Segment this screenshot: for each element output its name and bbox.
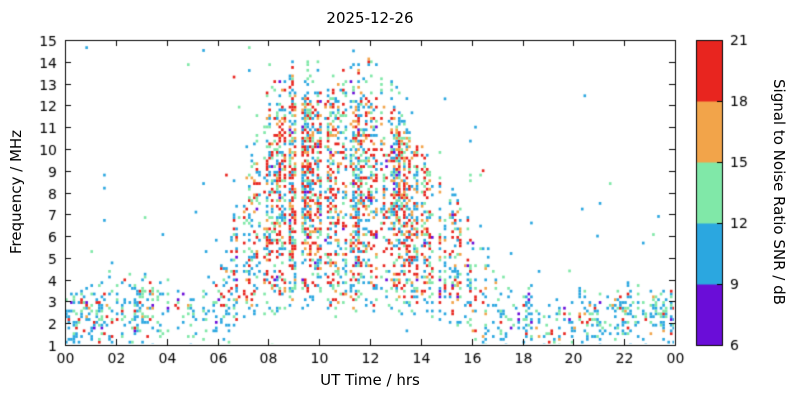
- y-axis-label: Frequency / MHz: [7, 129, 25, 255]
- colorbar-label: Signal to Noise Ratio SNR / dB: [770, 79, 788, 305]
- chart-title: 2025-12-26: [326, 9, 414, 27]
- x-axis-label: UT Time / hrs: [320, 371, 420, 389]
